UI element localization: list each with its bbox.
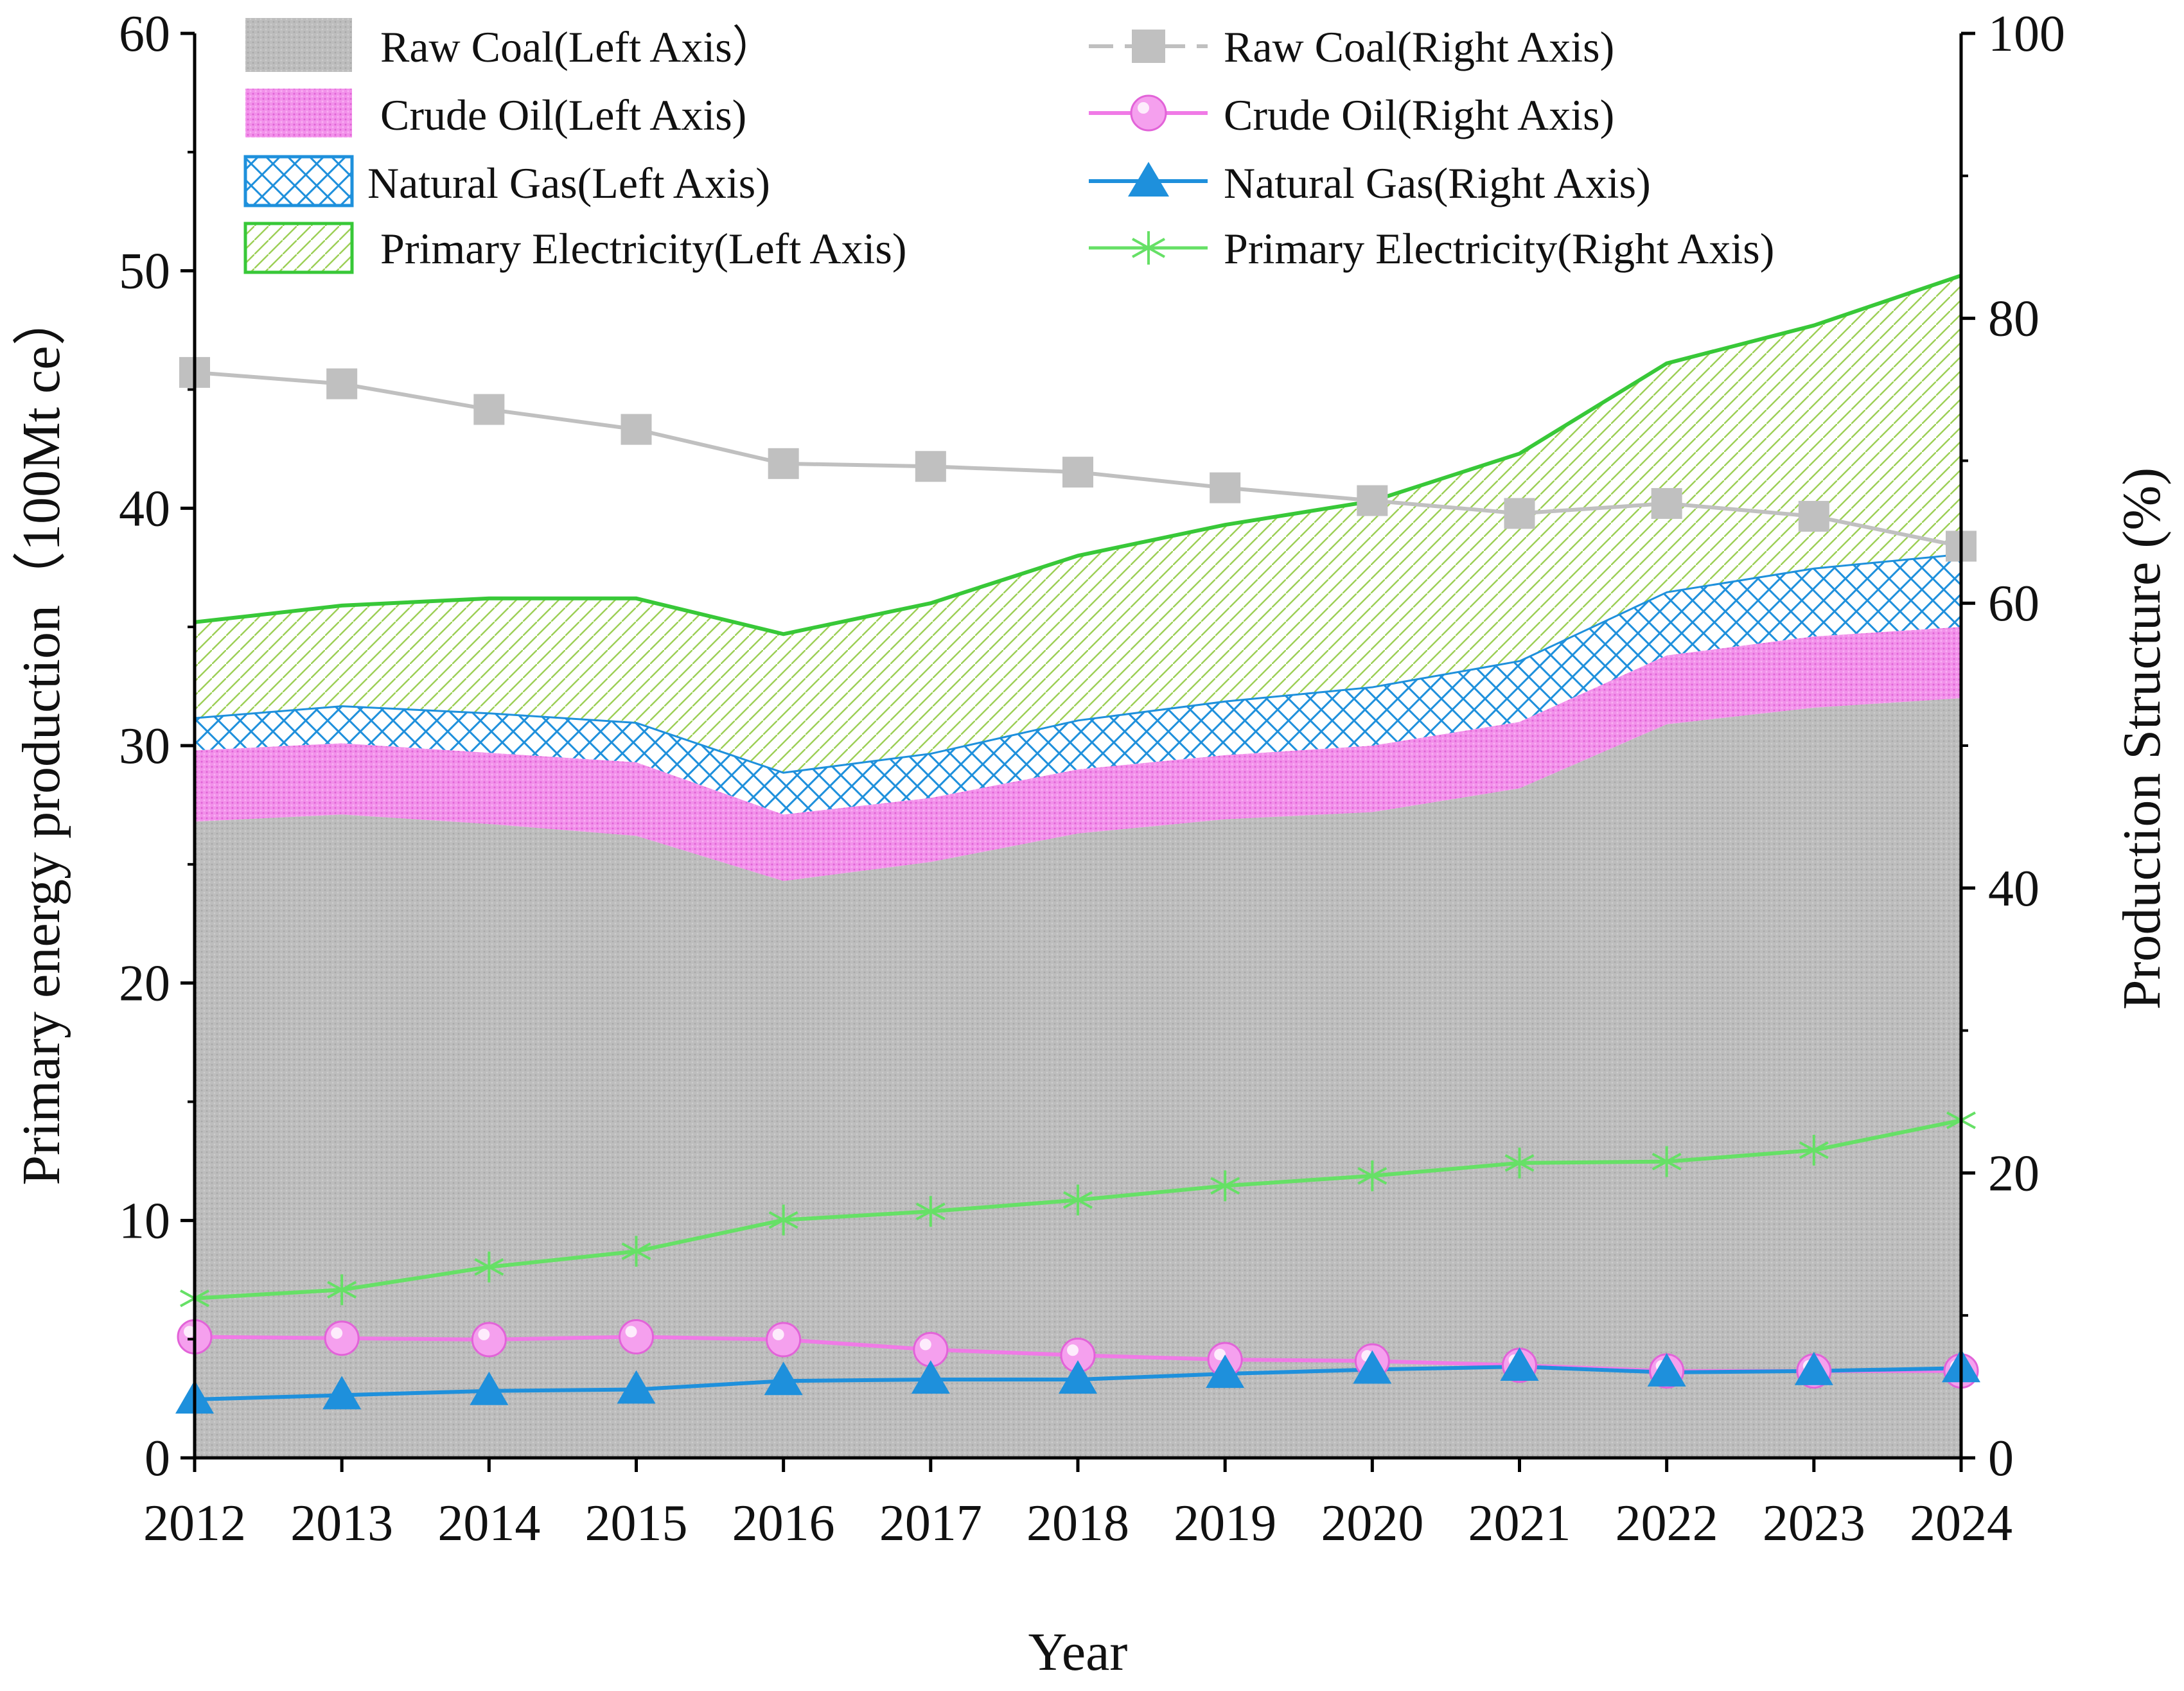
legend-label-crude-oil-line: Crude Oil(Right Axis) — [1224, 91, 1614, 139]
area-edge-natural-gas-left-axis — [195, 551, 1961, 774]
x-axis-title: Year — [1028, 1622, 1128, 1682]
marker-raw-coal-right-axis-2013 — [326, 368, 358, 399]
y-right-tick-label: 100 — [1988, 6, 2065, 62]
marker-raw-coal-right-axis-2014 — [473, 394, 505, 425]
marker-primary-electricity-right-axis-2021 — [1504, 1147, 1535, 1178]
y-left-tick-label: 60 — [119, 6, 170, 62]
y-left-tick-label: 10 — [119, 1193, 170, 1249]
legend-swatch-crude-oil-area — [245, 89, 352, 137]
marker-natural-gas-right-axis-2022 — [1647, 1353, 1686, 1387]
marker-primary-electricity-right-axis-2015 — [621, 1236, 651, 1267]
y-right-tick-label: 40 — [1988, 861, 2039, 917]
y-left-tick-label: 20 — [119, 956, 170, 1012]
x-tick-label: 2012 — [143, 1495, 246, 1552]
marker-raw-coal-right-axis-2016 — [768, 448, 799, 479]
marker-raw-coal-right-axis-2020 — [1357, 485, 1388, 516]
x-tick-label: 2023 — [1763, 1495, 1865, 1552]
legend-label-primary-electricity-area: Primary Electricity(Left Axis) — [380, 224, 907, 273]
legend-label-raw-coal-line: Raw Coal(Right Axis) — [1224, 22, 1614, 71]
x-tick-label: 2017 — [879, 1495, 982, 1552]
legend-label-natural-gas-line: Natural Gas(Right Axis) — [1224, 159, 1651, 207]
legend-label-crude-oil-area: Crude Oil(Left Axis) — [380, 91, 746, 139]
x-tick-label: 2019 — [1174, 1495, 1276, 1552]
marker-primary-electricity-right-axis-2019 — [1210, 1170, 1240, 1202]
x-tick-label: 2014 — [437, 1495, 540, 1552]
legend-label-raw-coal-area: Raw Coal(Left Axis） — [380, 22, 776, 71]
x-tick-label: 2015 — [585, 1495, 688, 1552]
marker-raw-coal-right-axis-2015 — [621, 414, 652, 445]
legend-swatch-natural-gas-line — [1089, 162, 1208, 197]
marker-raw-coal-right-axis-2017 — [915, 451, 946, 482]
marker-primary-electricity-right-axis-2017 — [915, 1196, 946, 1227]
marker-crude-oil-right-axis-2017 — [913, 1331, 949, 1367]
marker-natural-gas-right-axis-2023 — [1794, 1351, 1833, 1385]
area-edge-primary-electricity-left-axis — [195, 274, 1961, 636]
y-right-tick-label: 80 — [1988, 291, 2039, 347]
area-primary-electricity-left-axis — [195, 276, 1961, 772]
marker-raw-coal-right-axis-2019 — [1210, 472, 1241, 504]
y-left-tick-label: 0 — [145, 1430, 170, 1487]
marker-natural-gas-right-axis-2013 — [322, 1376, 362, 1410]
legend-swatch-primary-electricity-area — [243, 222, 354, 274]
y-right-tick-label: 60 — [1988, 575, 2039, 632]
y-axis-right-title: Production Structure (%) — [2112, 468, 2172, 1010]
legend-swatch-crude-oil-line — [1089, 94, 1208, 132]
stacked-area-layer — [195, 274, 1961, 1458]
legend-swatch-natural-gas-area — [243, 155, 354, 207]
marker-natural-gas-right-axis-2014 — [470, 1371, 509, 1405]
marker-natural-gas-right-axis-2020 — [1353, 1350, 1392, 1384]
y-right-tick-label: 0 — [1988, 1430, 2014, 1487]
marker-natural-gas-right-axis-2015 — [617, 1370, 656, 1404]
marker-crude-oil-right-axis-2014 — [471, 1322, 507, 1358]
y-left-tick-label: 30 — [119, 718, 170, 775]
axes: 0 10 20 30 40 50 60 0 20 40 60 80 100 2012 2013 2014 201… — [119, 6, 2065, 1552]
legend-label-primary-electricity-line: Primary Electricity(Right Axis) — [1224, 224, 1774, 273]
area-crude-oil-left-axis — [195, 627, 1961, 881]
legend-swatch-raw-coal-area — [245, 18, 352, 72]
legend-swatch-raw-coal-line — [1089, 30, 1208, 63]
area-raw-coal-left-axis — [195, 698, 1961, 1458]
marker-primary-electricity-right-axis-2020 — [1357, 1160, 1387, 1191]
marker-crude-oil-right-axis-2018 — [1060, 1337, 1096, 1373]
marker-natural-gas-right-axis-2019 — [1206, 1354, 1245, 1389]
marker-natural-gas-right-axis-2021 — [1500, 1347, 1539, 1381]
marker-primary-electricity-right-axis-2018 — [1063, 1184, 1093, 1216]
y-left-tick-label: 50 — [119, 243, 170, 300]
x-tick-label: 2022 — [1616, 1495, 1718, 1552]
marker-primary-electricity-right-axis-2016 — [768, 1204, 798, 1236]
marker-natural-gas-right-axis-2016 — [764, 1362, 803, 1396]
marker-raw-coal-right-axis-2021 — [1504, 498, 1535, 529]
x-tick-label: 2021 — [1468, 1495, 1571, 1552]
marker-raw-coal-right-axis-2023 — [1798, 500, 1829, 532]
marker-crude-oil-right-axis-2013 — [324, 1320, 360, 1356]
legend-label-natural-gas-area: Natural Gas(Left Axis) — [367, 159, 770, 207]
marker-raw-coal-right-axis-2022 — [1651, 487, 1682, 519]
x-tick-label: 2013 — [290, 1495, 393, 1552]
x-tick-label: 2020 — [1321, 1495, 1423, 1552]
legend: Raw Coal(Left Axis） Crude Oil(Left Axis)… — [243, 18, 1774, 274]
y-left-tick-label: 40 — [119, 480, 170, 537]
x-tick-label: 2024 — [1910, 1495, 2012, 1552]
marker-natural-gas-right-axis-2017 — [911, 1360, 950, 1394]
x-tick-label: 2016 — [732, 1495, 835, 1552]
marker-crude-oil-right-axis-2016 — [766, 1322, 802, 1358]
marker-primary-electricity-right-axis-2022 — [1651, 1146, 1682, 1177]
area-natural-gas-left-axis — [195, 553, 1961, 815]
marker-raw-coal-right-axis-2018 — [1062, 457, 1093, 488]
x-tick-label: 2018 — [1026, 1495, 1129, 1552]
marker-layer — [175, 356, 1980, 1414]
y-right-tick-label: 20 — [1988, 1145, 2039, 1202]
legend-swatch-primary-electricity-line — [1089, 231, 1208, 265]
marker-primary-electricity-right-axis-2023 — [1799, 1134, 1829, 1166]
marker-natural-gas-right-axis-2018 — [1059, 1360, 1097, 1394]
y-axis-left-title: Primary energy production（100Mt ce） — [12, 292, 71, 1185]
marker-crude-oil-right-axis-2015 — [619, 1319, 654, 1354]
marker-primary-electricity-right-axis-2013 — [327, 1274, 357, 1306]
marker-primary-electricity-right-axis-2014 — [474, 1251, 504, 1283]
